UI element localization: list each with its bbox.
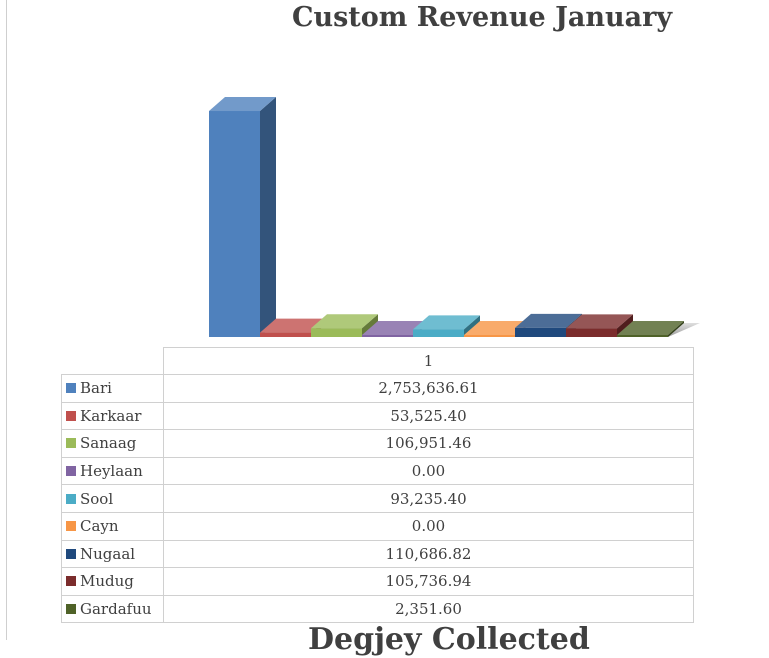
chart-plot bbox=[209, 97, 700, 337]
series-name-cell: Sanaag bbox=[61, 429, 164, 458]
bar-bari bbox=[209, 97, 276, 337]
chart-title: Custom Revenue January bbox=[291, 2, 673, 33]
bar-top bbox=[617, 321, 684, 335]
legend-swatch bbox=[66, 493, 76, 504]
bar-mudug bbox=[566, 314, 633, 337]
bar-front bbox=[209, 111, 260, 337]
category-label: 1 bbox=[163, 347, 694, 375]
series-name-cell: Mudug bbox=[61, 567, 164, 596]
series-name: Mudug bbox=[80, 572, 134, 591]
table-row: Heylaan 0.00 bbox=[61, 456, 694, 486]
series-name-cell: Gardafuu bbox=[61, 594, 164, 624]
bar-top bbox=[413, 315, 480, 330]
series-name-cell: Cayn bbox=[61, 511, 164, 541]
page-edge bbox=[6, 0, 7, 640]
table-row: Gardafuu 2,351.60 bbox=[61, 594, 694, 624]
bar-side bbox=[260, 97, 276, 337]
legend-swatch bbox=[66, 383, 76, 394]
series-value-cell: 93,235.40 bbox=[163, 484, 694, 513]
series-name-cell: Heylaan bbox=[61, 456, 164, 486]
table-corner-cell bbox=[61, 347, 164, 375]
next-section-heading: Degjey Collected bbox=[308, 622, 590, 657]
bar-top bbox=[209, 97, 276, 112]
table-row: Bari 2,753,636.61 bbox=[61, 374, 694, 403]
series-value-cell: 105,736.94 bbox=[163, 567, 694, 596]
series-name: Gardafuu bbox=[80, 600, 152, 619]
series-value-cell: 2,351.60 bbox=[163, 594, 694, 624]
legend-swatch bbox=[66, 548, 76, 559]
bar-front bbox=[515, 327, 566, 337]
table-row: Karkaar 53,525.40 bbox=[61, 401, 694, 431]
series-value-cell: 110,686.82 bbox=[163, 539, 694, 569]
series-value-cell: 53,525.40 bbox=[163, 401, 694, 431]
bar-top bbox=[311, 314, 378, 329]
series-name: Bari bbox=[80, 379, 112, 398]
series-name-cell: Karkaar bbox=[61, 401, 164, 431]
series-name: Nugaal bbox=[80, 544, 136, 563]
bar-front bbox=[260, 332, 311, 337]
bar-front bbox=[362, 335, 413, 337]
series-name: Cayn bbox=[80, 517, 119, 536]
bar-front bbox=[413, 329, 464, 337]
bar-top bbox=[362, 321, 429, 335]
bar-front bbox=[617, 335, 668, 337]
legend-swatch bbox=[66, 410, 76, 421]
table-row: Cayn 0.00 bbox=[61, 511, 694, 541]
table-row: Nugaal 110,686.82 bbox=[61, 539, 694, 569]
bar-side bbox=[362, 314, 378, 337]
bar-sanaag bbox=[311, 314, 378, 337]
data-table: 1 Bari 2,753,636.61 Karkaar 53,525.40 Sanaag… bbox=[61, 347, 694, 624]
bar-top bbox=[515, 313, 582, 328]
legend-swatch bbox=[66, 576, 76, 587]
series-name: Heylaan bbox=[80, 462, 143, 481]
legend-swatch bbox=[66, 466, 76, 477]
table-header-row: 1 bbox=[61, 347, 694, 375]
table-row: Sool 93,235.40 bbox=[61, 484, 694, 513]
legend-swatch bbox=[66, 604, 76, 615]
series-value-cell: 2,753,636.61 bbox=[163, 374, 694, 403]
series-name-cell: Bari bbox=[61, 374, 164, 403]
bar-side bbox=[617, 314, 633, 337]
table-row: Mudug 105,736.94 bbox=[61, 567, 694, 596]
bar-front bbox=[464, 335, 515, 337]
series-value-cell: 106,951.46 bbox=[163, 429, 694, 458]
bar-top bbox=[260, 318, 327, 333]
bar-front bbox=[566, 328, 617, 337]
bar-top bbox=[464, 321, 531, 335]
bar-top bbox=[566, 314, 633, 329]
series-value-cell: 0.00 bbox=[163, 456, 694, 486]
series-value-cell: 0.00 bbox=[163, 511, 694, 541]
bar-side bbox=[668, 321, 684, 337]
legend-swatch bbox=[66, 521, 76, 532]
table-row: Sanaag 106,951.46 bbox=[61, 429, 694, 458]
bar-front bbox=[311, 328, 362, 337]
series-name: Sool bbox=[80, 489, 114, 508]
legend-swatch bbox=[66, 438, 76, 449]
series-name: Karkaar bbox=[80, 406, 142, 425]
bar-gardafuu bbox=[617, 321, 684, 337]
series-name: Sanaag bbox=[80, 434, 137, 453]
series-name-cell: Sool bbox=[61, 484, 164, 513]
series-name-cell: Nugaal bbox=[61, 539, 164, 569]
